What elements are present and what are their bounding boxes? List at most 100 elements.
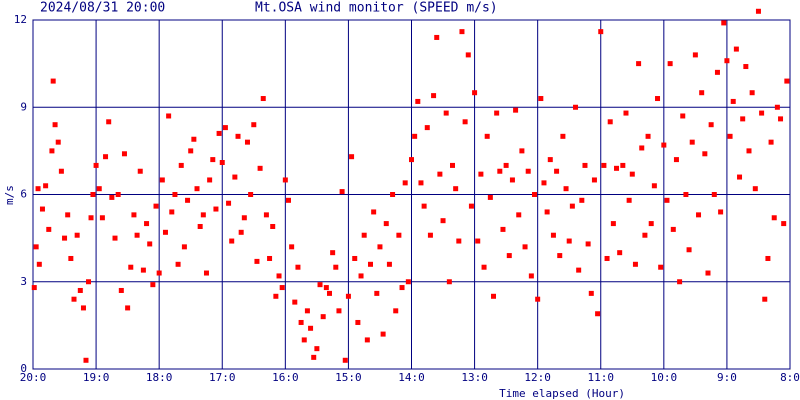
point <box>355 319 361 325</box>
point <box>241 215 247 221</box>
chart-title: Mt.OSA wind monitor (SPEED m/s) <box>255 1 498 16</box>
point <box>680 113 686 119</box>
point <box>730 98 736 104</box>
point <box>784 78 790 84</box>
point <box>503 162 509 168</box>
point <box>547 157 553 163</box>
point <box>270 223 276 229</box>
point <box>478 171 484 177</box>
point <box>658 264 664 270</box>
point <box>339 189 345 195</box>
point <box>642 232 648 238</box>
point <box>188 148 194 154</box>
point <box>276 273 282 279</box>
point <box>103 154 109 160</box>
point <box>481 264 487 270</box>
point <box>765 255 771 261</box>
point <box>607 119 613 125</box>
point <box>304 308 310 314</box>
point <box>402 180 408 186</box>
point <box>399 285 405 291</box>
point <box>263 212 269 218</box>
point <box>386 261 392 267</box>
point <box>71 296 77 302</box>
point <box>257 165 263 171</box>
point <box>342 357 348 363</box>
point <box>336 308 342 314</box>
point <box>77 287 83 293</box>
point <box>326 290 332 296</box>
point <box>569 203 575 209</box>
point <box>740 116 746 122</box>
point <box>159 177 165 183</box>
point <box>484 133 490 139</box>
point <box>175 261 181 267</box>
point <box>298 319 304 325</box>
point <box>222 125 228 131</box>
point <box>573 104 579 110</box>
point <box>144 221 150 227</box>
point <box>677 279 683 285</box>
point <box>50 78 56 84</box>
point <box>617 250 623 256</box>
point <box>686 247 692 253</box>
point <box>424 125 430 131</box>
point <box>68 255 74 261</box>
point <box>434 34 440 40</box>
x-tick-label: 8:0 <box>780 371 800 384</box>
point <box>541 180 547 186</box>
point <box>472 90 478 96</box>
point <box>560 133 566 139</box>
point <box>446 279 452 285</box>
point <box>273 293 279 299</box>
point <box>598 29 604 35</box>
point <box>244 139 250 145</box>
point <box>702 151 708 157</box>
x-tick-label: 11:0 <box>588 371 615 384</box>
point <box>614 165 620 171</box>
point <box>443 110 449 116</box>
point <box>655 96 661 102</box>
point <box>632 261 638 267</box>
point <box>226 200 232 206</box>
point <box>431 93 437 99</box>
point <box>301 337 307 343</box>
point <box>465 52 471 58</box>
point <box>358 273 364 279</box>
point <box>752 186 758 192</box>
point <box>673 157 679 163</box>
point <box>620 162 626 168</box>
point <box>371 209 377 215</box>
point <box>525 168 531 174</box>
point <box>128 264 134 270</box>
point <box>31 285 37 291</box>
point <box>150 282 156 288</box>
point <box>667 61 673 67</box>
point <box>210 157 216 163</box>
point <box>106 119 112 125</box>
point <box>544 209 550 215</box>
point <box>708 122 714 128</box>
point <box>83 357 89 363</box>
point <box>768 139 774 145</box>
point <box>645 133 651 139</box>
point <box>361 232 367 238</box>
point <box>405 279 411 285</box>
point <box>623 110 629 116</box>
point <box>181 244 187 250</box>
point <box>506 253 512 259</box>
point <box>88 215 94 221</box>
point <box>65 212 71 218</box>
point <box>380 331 386 337</box>
point <box>721 20 727 26</box>
point <box>588 290 594 296</box>
point <box>131 212 137 218</box>
point <box>308 325 314 331</box>
point <box>320 314 326 320</box>
point <box>711 192 717 197</box>
point <box>349 154 355 160</box>
point <box>705 270 711 276</box>
point <box>147 241 153 247</box>
